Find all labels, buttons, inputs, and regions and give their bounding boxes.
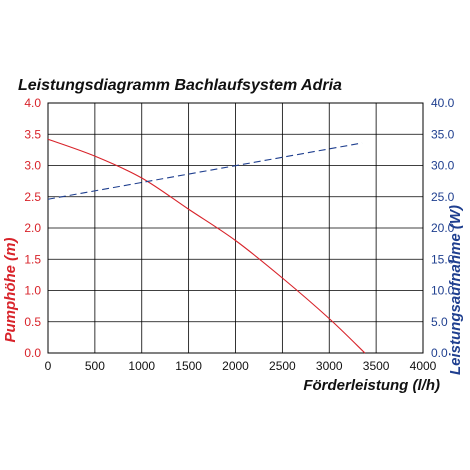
chart-title: Leistungsdiagramm Bachlaufsystem Adria (18, 77, 342, 94)
y-right-tick-label: 35.0 (431, 127, 455, 141)
y-left-tick-label: 3.0 (24, 159, 41, 173)
x-tick-label: 1000 (128, 359, 155, 373)
y-left-tick-label: 2.0 (24, 221, 41, 235)
x-tick-label: 1500 (175, 359, 202, 373)
x-tick-label: 3500 (363, 359, 390, 373)
x-tick-label: 2000 (222, 359, 249, 373)
y-right-tick-label: 0.0 (431, 346, 448, 360)
y-right-tick-label: 20.0 (431, 221, 455, 235)
plot-frame (47, 102, 424, 354)
grid (48, 103, 423, 353)
series-line-power (47, 142, 363, 200)
y-right-tick-label: 5.0 (431, 315, 448, 329)
x-tick-label: 4000 (410, 359, 437, 373)
y-right-tick-label: 40.0 (431, 96, 455, 110)
x-tick-label: 0 (45, 359, 52, 373)
y-left-tick-label: 2.5 (24, 190, 41, 204)
right-axis-ticks: 0.0 5.0 10.0 15.0 20.0 25.0 30.0 35.0 40.0 (431, 96, 455, 360)
plot-border (47, 102, 424, 354)
y-right-tick-label: 15.0 (431, 252, 455, 266)
y-left-tick-label: 0.5 (24, 315, 41, 329)
y-left-tick-label: 4.0 (24, 96, 41, 110)
y-right-tick-label: 30.0 (431, 159, 455, 173)
y-left-tick-label: 1.5 (24, 252, 41, 266)
y-axis-left-label: Pumphöhe (m) (2, 238, 19, 343)
y-right-tick-label: 10.0 (431, 284, 455, 298)
y-left-tick-label: 1.0 (24, 284, 41, 298)
series-group (47, 138, 366, 354)
y-right-tick-label: 25.0 (431, 190, 455, 204)
left-axis-ticks: 0.0 0.5 1.0 1.5 2.0 2.5 3.0 3.5 4.0 (24, 96, 41, 360)
x-tick-label: 2500 (269, 359, 296, 373)
x-axis-ticks: 0 500 1000 1500 2000 2500 3000 3500 4000 (45, 359, 437, 373)
series-line-head (47, 138, 366, 354)
y-left-tick-label: 3.5 (24, 127, 41, 141)
x-tick-label: 3000 (316, 359, 343, 373)
y-left-tick-label: 0.0 (24, 346, 41, 360)
y-axis-right-label: Leistungsaufnahme (W) (447, 205, 464, 375)
x-tick-label: 500 (85, 359, 105, 373)
x-axis-label: Förderleistung (l/h) (303, 377, 440, 394)
